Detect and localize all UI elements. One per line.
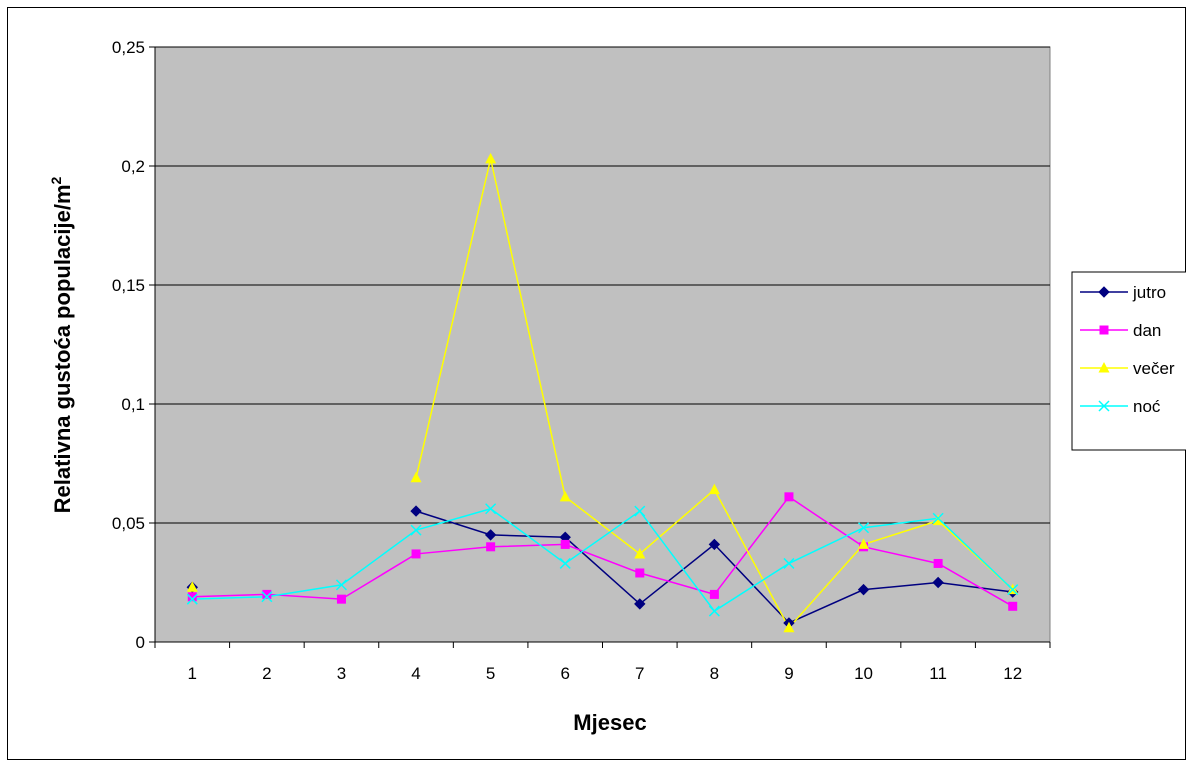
legend-item-3-marker xyxy=(1098,362,1110,373)
series-4-point xyxy=(186,593,198,605)
legend-item-4-marker xyxy=(1098,400,1110,412)
x-tick-label: 9 xyxy=(784,664,793,683)
y-tick-label: 0,15 xyxy=(112,276,145,295)
x-tick-label: 2 xyxy=(262,664,271,683)
series-1-point xyxy=(484,529,497,541)
series-2-point xyxy=(784,492,794,502)
series-2-point xyxy=(187,592,197,602)
y-tick-label: 0 xyxy=(136,633,145,652)
series-1-point xyxy=(708,538,721,551)
series-2-point xyxy=(336,594,346,604)
series-3-point xyxy=(559,490,571,502)
series-2-point xyxy=(709,589,719,599)
series-4-point xyxy=(1007,584,1019,596)
plot-area xyxy=(154,46,1051,643)
series-1-point xyxy=(634,598,646,610)
legend-box xyxy=(1071,271,1186,451)
series-4-point xyxy=(932,512,944,524)
series-2-point xyxy=(486,542,496,552)
series-4-point xyxy=(410,524,422,536)
series-4-point xyxy=(858,522,870,534)
x-tick-label: 1 xyxy=(188,664,197,683)
series-2-point xyxy=(411,549,421,559)
y-tick-labels: 0 0,05 0,1 0,15 0,2 0,25 xyxy=(112,38,155,652)
x-tick-label: 10 xyxy=(854,664,873,683)
y-axis-title-main: Relativna gustoća populacije/m xyxy=(50,184,75,513)
x-axis-title: Mjesec xyxy=(573,710,646,735)
series-4-line xyxy=(192,507,1014,613)
legend-item-1-label: jutro xyxy=(1132,283,1166,302)
y-axis-title-superscript: 2 xyxy=(48,176,64,184)
x-tick-label: 6 xyxy=(560,664,569,683)
legend-item-3-label: večer xyxy=(1133,359,1175,378)
series-markers xyxy=(186,152,1019,633)
legend-item-1-marker xyxy=(1098,286,1110,298)
series-4-point xyxy=(559,557,571,569)
series-2-point xyxy=(262,589,272,599)
x-tick-label: 5 xyxy=(486,664,495,683)
series-3-point xyxy=(186,581,198,592)
x-tick-label: 4 xyxy=(411,664,420,683)
series-3-point xyxy=(634,547,646,559)
series-1-point xyxy=(410,505,422,517)
series-4-point xyxy=(783,557,795,569)
x-tick-label: 12 xyxy=(1003,664,1022,683)
series-2-point xyxy=(635,568,645,578)
series-3-point xyxy=(858,538,870,549)
legend-item-4-label: noć xyxy=(1133,397,1161,416)
series-3-point xyxy=(708,483,720,495)
x-tick-labels: 1 2 3 4 5 6 7 8 9 10 11 12 xyxy=(154,642,1051,683)
series-2-point xyxy=(1008,601,1018,611)
x-tick-label: 3 xyxy=(337,664,346,683)
series-4-point xyxy=(261,591,273,603)
series-2-point xyxy=(933,558,943,568)
series-4-point xyxy=(335,579,347,591)
series-4-point xyxy=(708,605,720,617)
y-tick-label: 0,05 xyxy=(112,514,145,533)
y-tick-label: 0,1 xyxy=(121,395,145,414)
x-tick-label: 8 xyxy=(710,664,719,683)
y-axis-title: Relativna gustoća populacije/m2 xyxy=(48,176,75,513)
legend-item-2-label: dan xyxy=(1133,321,1161,340)
series-4-point xyxy=(485,503,497,515)
y-tick-label: 0,2 xyxy=(121,157,145,176)
series-3-point xyxy=(410,471,422,483)
series-1-point xyxy=(857,583,870,596)
legend-items: jutro dan večer noć xyxy=(1080,283,1175,416)
series-3-point xyxy=(485,152,497,164)
series-3-point xyxy=(932,514,944,526)
series-1-point xyxy=(932,576,944,589)
series-4-point xyxy=(634,505,646,517)
y-tick-label: 0,25 xyxy=(112,38,145,57)
series-2-line xyxy=(192,495,1014,607)
legend-item-2-marker xyxy=(1099,325,1109,335)
series-2-point xyxy=(560,539,570,549)
x-tick-label: 7 xyxy=(635,664,644,683)
series-3-point xyxy=(783,621,795,633)
legend: jutro dan večer noć xyxy=(1071,271,1186,451)
x-tick-label: 11 xyxy=(929,664,947,683)
